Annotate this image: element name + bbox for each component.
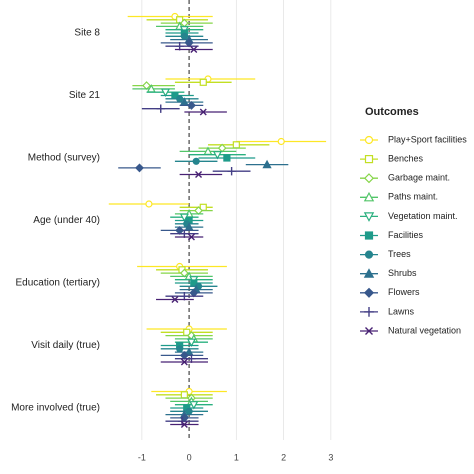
x-tick-label: 3 xyxy=(328,452,333,462)
legend-marker xyxy=(363,173,375,184)
point xyxy=(180,421,188,428)
legend-label: Benches xyxy=(388,153,424,163)
point xyxy=(135,163,144,173)
point xyxy=(187,100,196,110)
legend-label: Paths maint. xyxy=(388,192,438,202)
legend-marker xyxy=(365,327,373,335)
y-tick-label: Age (under 40) xyxy=(33,215,100,226)
legend-marker xyxy=(364,155,374,164)
x-tick-label: 0 xyxy=(187,452,192,462)
point xyxy=(199,108,207,116)
point xyxy=(227,167,236,176)
point xyxy=(217,143,227,153)
point xyxy=(186,338,197,348)
point xyxy=(195,171,203,178)
point xyxy=(190,46,198,53)
legend-marker xyxy=(363,212,375,222)
legend-marker xyxy=(363,287,375,298)
legend-label: Lawns xyxy=(388,306,415,316)
point xyxy=(277,137,285,146)
point xyxy=(232,141,240,149)
point xyxy=(176,345,184,353)
legend-marker xyxy=(364,231,374,240)
point xyxy=(212,151,223,160)
legend-label: Play+Sport facilities xyxy=(388,134,467,144)
legend-title: Outcomes xyxy=(365,106,419,118)
point xyxy=(145,200,153,208)
y-tick-label: Method (survey) xyxy=(28,153,100,164)
legend-marker xyxy=(364,307,374,317)
y-tick-label: Site 21 xyxy=(69,90,101,101)
point xyxy=(180,391,188,399)
point xyxy=(199,78,207,86)
legend-marker xyxy=(363,191,375,202)
x-tick-label: 1 xyxy=(234,452,239,462)
point xyxy=(156,104,165,113)
legend-label: Trees xyxy=(388,249,411,259)
legend-marker xyxy=(364,250,374,259)
y-tick-label: Site 8 xyxy=(74,28,100,39)
legend-label: Vegetation maint. xyxy=(388,211,458,221)
point xyxy=(187,233,195,241)
point xyxy=(160,88,171,98)
legend-label: Flowers xyxy=(388,287,420,297)
point xyxy=(262,159,272,169)
legend-marker xyxy=(363,268,375,278)
point xyxy=(192,157,200,165)
y-tick-label: More involved (true) xyxy=(11,403,100,414)
point xyxy=(223,154,231,162)
point xyxy=(189,401,199,410)
legend-label: Facilities xyxy=(388,230,424,240)
y-tick-label: Visit daily (true) xyxy=(31,340,100,351)
x-tick-label: -1 xyxy=(138,452,146,462)
legend-label: Shrubs xyxy=(388,268,417,278)
legend-marker xyxy=(364,135,374,145)
point xyxy=(175,225,185,235)
point xyxy=(180,358,188,366)
point xyxy=(180,32,188,40)
point xyxy=(171,296,179,303)
y-tick-label: Education (tertiary) xyxy=(16,278,100,289)
legend-label: Natural vegetation xyxy=(388,325,461,335)
legend-label: Garbage maint. xyxy=(388,173,450,183)
x-tick-label: 2 xyxy=(281,452,286,462)
point xyxy=(185,407,193,415)
point xyxy=(176,95,184,103)
